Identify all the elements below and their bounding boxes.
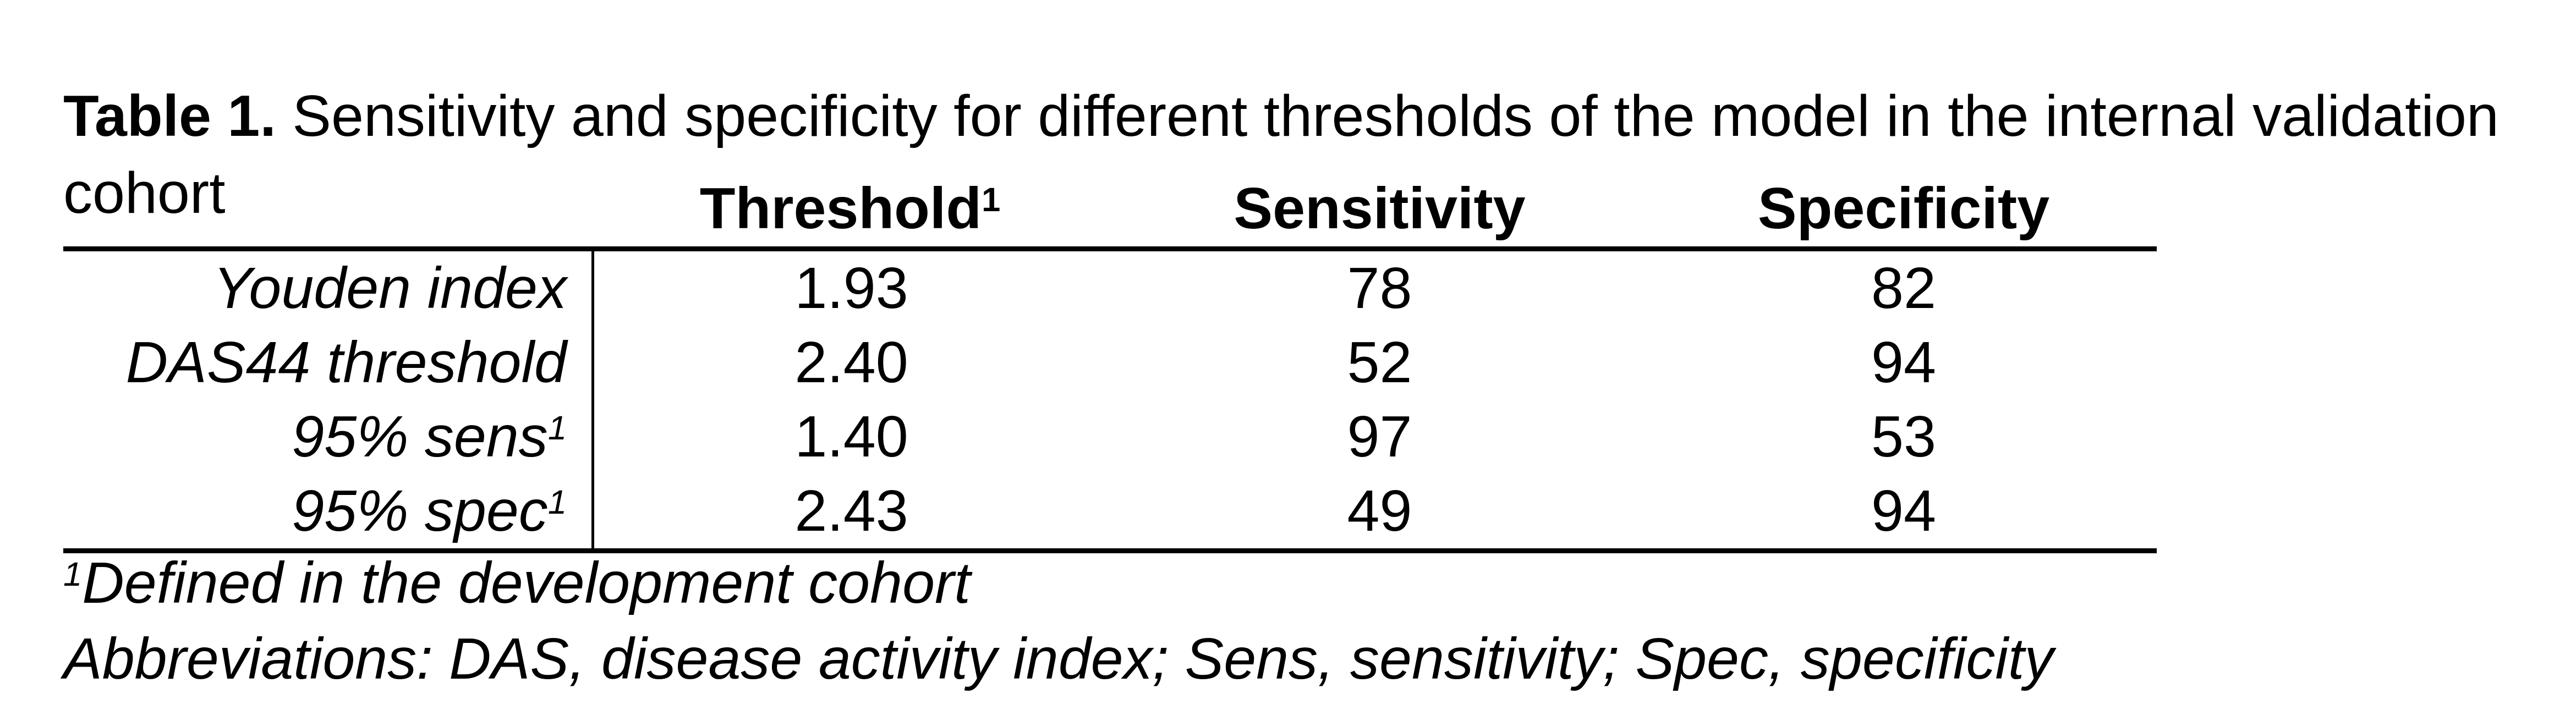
header-threshold-sup: 1 [982, 180, 1001, 219]
table-row-youden-index: Youden index 1.93 78 82 [63, 251, 2157, 326]
footnote-text: Abbreviations: DAS, disease activity ind… [63, 626, 2054, 691]
header-threshold-label: Threshold [699, 175, 982, 241]
specificity-value: 94 [1871, 478, 1936, 543]
table-row-95-sens: 95% sens1 1.40 97 53 [63, 400, 2157, 474]
row-label-text: Youden index [213, 256, 567, 321]
footnote-defined: 1Defined in the development cohort [63, 546, 2484, 621]
table-row-das44-threshold: DAS44 threshold 2.40 52 94 [63, 326, 2157, 400]
specificity-value: 53 [1871, 404, 1936, 469]
row-label-sup: 1 [547, 409, 567, 448]
row-label: Youden index [63, 255, 591, 322]
row-label-sup: 1 [547, 483, 567, 522]
sensitivity-value: 52 [1347, 330, 1412, 395]
row-label: 95% spec1 [63, 478, 591, 544]
threshold-value: 1.93 [591, 251, 1109, 326]
threshold-value: 1.40 [591, 400, 1109, 474]
header-threshold: Threshold1 [591, 175, 1109, 242]
footnote-sup: 1 [63, 555, 83, 594]
results-table: Threshold1 Sensitivity Specificity Youde… [63, 170, 2157, 553]
threshold-value: 2.40 [591, 326, 1109, 400]
header-sensitivity: Sensitivity [1109, 175, 1651, 242]
header-specificity: Specificity [1651, 175, 2157, 242]
table-caption-number: Table 1. [63, 84, 276, 148]
specificity-value: 82 [1871, 256, 1936, 321]
table-caption: Table 1. Sensitivity and specificity for… [63, 78, 2539, 232]
threshold-value: 2.43 [591, 474, 1109, 548]
table-body: Youden index 1.93 78 82 DAS44 threshold … [63, 246, 2157, 553]
row-label-text: DAS44 threshold [125, 330, 567, 395]
row-label: 95% sens1 [63, 404, 591, 470]
table-header-row: Threshold1 Sensitivity Specificity [63, 170, 2157, 246]
sensitivity-value: 49 [1347, 478, 1412, 543]
specificity-value: 94 [1871, 330, 1936, 395]
row-label-text: 95% sens [292, 404, 548, 469]
sensitivity-value: 97 [1347, 404, 1412, 469]
table-caption-text: Sensitivity and specificity for differen… [63, 84, 2499, 225]
footnote-abbreviations: Abbreviations: DAS, disease activity ind… [63, 621, 2484, 697]
table-row-95-spec: 95% spec1 2.43 49 94 [63, 474, 2157, 548]
header-specificity-label: Specificity [1757, 175, 2050, 241]
footnote-text: Defined in the development cohort [82, 551, 971, 615]
row-label-text: 95% spec [292, 478, 548, 543]
sensitivity-value: 78 [1347, 256, 1412, 321]
row-label: DAS44 threshold [63, 329, 591, 396]
header-sensitivity-label: Sensitivity [1234, 175, 1526, 241]
table-footnotes: 1Defined in the development cohort Abbre… [63, 546, 2484, 697]
caption-separator [276, 84, 292, 148]
